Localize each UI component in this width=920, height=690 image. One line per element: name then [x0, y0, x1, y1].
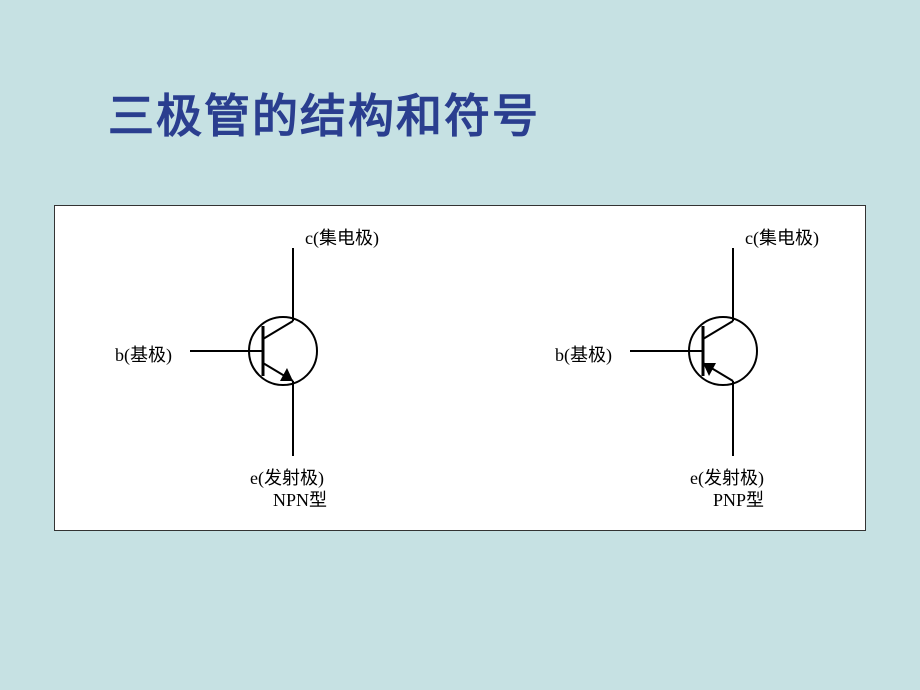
- pnp-base-label: b(基极): [555, 341, 612, 367]
- npn-type-label: NPN型: [273, 486, 327, 512]
- pnp-transistor: c(集电极) b(基极) e(发射极) PNP型: [535, 206, 855, 532]
- pnp-collector-label: c(集电极): [745, 224, 819, 250]
- pnp-collector-diag: [703, 321, 733, 339]
- npn-collector-label: c(集电极): [305, 224, 379, 250]
- npn-collector-diag: [263, 321, 293, 339]
- npn-base-label: b(基极): [115, 341, 172, 367]
- npn-transistor: c(集电极) b(基极) e(发射极) NPN型: [95, 206, 415, 532]
- pnp-type-label: PNP型: [713, 486, 764, 512]
- diagram-container: c(集电极) b(基极) e(发射极) NPN型 c(集电极) b(基极) e(…: [54, 205, 866, 531]
- page-title: 三极管的结构和符号: [108, 80, 540, 146]
